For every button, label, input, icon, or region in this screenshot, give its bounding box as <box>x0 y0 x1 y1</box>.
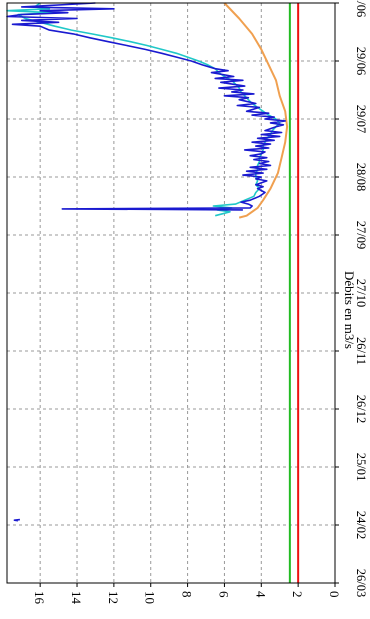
time-tick-label: 26/12 <box>354 395 368 423</box>
time-tick-label: 27/09 <box>354 221 368 249</box>
time-tick-label: 25/01 <box>354 453 368 481</box>
series-line <box>6 2 286 211</box>
value-tick-label: 14 <box>69 591 84 605</box>
time-tick-label: 28/08 <box>354 163 368 191</box>
value-tick-label: 10 <box>143 591 158 604</box>
value-tick-label: 0 <box>327 591 342 598</box>
time-tick-label: 24/02 <box>354 511 368 539</box>
plot-frame <box>6 2 336 584</box>
series-line <box>223 2 289 219</box>
value-tick-label: 2 <box>290 591 305 598</box>
y-axis-label: Débits en m3/s <box>342 271 357 349</box>
time-tick-label: 26/03 <box>354 569 368 597</box>
value-tick-label: 16 <box>32 591 47 605</box>
time-tick-label: 29/06 <box>354 47 368 75</box>
value-tick-label: 4 <box>253 591 268 598</box>
plot-area: 0 2 4 6 8 10 12 14 16 01/06 29/06 29/07 28/08 27/09 27… <box>6 0 368 605</box>
time-tick-label: 26/11 <box>354 337 368 365</box>
value-tick-label: 6 <box>216 591 231 598</box>
value-tick-label: 12 <box>106 591 121 604</box>
time-tick-label: 29/07 <box>354 105 368 133</box>
time-tick-label: 01/06 <box>354 0 368 17</box>
time-tick-label: 27/10 <box>354 279 368 307</box>
value-tick-label: 8 <box>180 591 195 598</box>
series-line <box>13 518 20 522</box>
